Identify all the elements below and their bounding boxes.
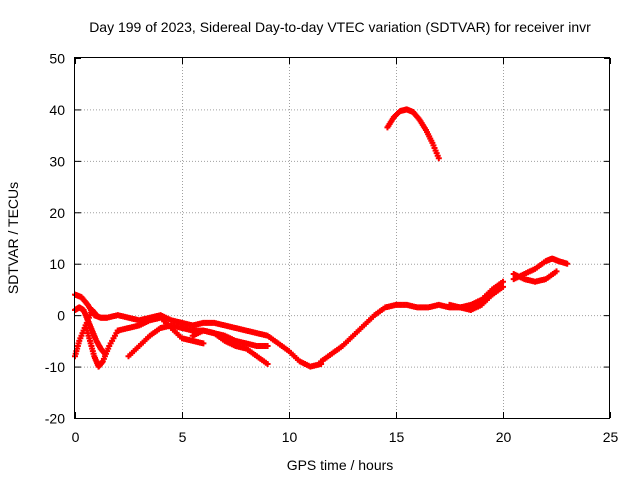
y-axis-label: SDTVAR / TECUs xyxy=(5,182,21,294)
y-tick-label-7: 50 xyxy=(49,51,65,67)
x-tick-label-3: 15 xyxy=(389,429,405,445)
series-track-l xyxy=(384,106,442,162)
data-point xyxy=(264,343,271,349)
series-track-a xyxy=(72,291,325,370)
data-points xyxy=(72,106,571,370)
x-tick-label-5: 25 xyxy=(603,429,619,445)
axis-ticks: 0 5 10 15 20 25 -20 -10 0 10 20 30 40 50 xyxy=(45,51,619,446)
x-tick-label-2: 10 xyxy=(282,429,298,445)
series-track-g xyxy=(189,327,271,367)
series-track-d xyxy=(82,322,121,370)
y-tick-label-4: 20 xyxy=(49,205,65,221)
data-point xyxy=(264,361,271,367)
data-point xyxy=(564,260,571,267)
y-tick-label-5: 30 xyxy=(49,153,65,169)
chart-title: Day 199 of 2023, Sidereal Day-to-day VTE… xyxy=(89,19,591,35)
y-tick-label-1: -10 xyxy=(45,359,65,375)
series-track-k xyxy=(510,268,560,285)
data-point xyxy=(93,312,100,319)
x-tick-label-0: 0 xyxy=(72,429,80,445)
data-point xyxy=(553,268,560,275)
plot-frame xyxy=(74,57,610,419)
grid-layer xyxy=(75,58,610,418)
x-axis-label: GPS time / hours xyxy=(287,457,394,473)
y-tick-label-0: -20 xyxy=(45,411,65,427)
series-track-h xyxy=(318,278,506,365)
data-point xyxy=(500,283,506,290)
data-point xyxy=(500,278,506,285)
data-point xyxy=(435,155,442,162)
data-point xyxy=(200,340,207,347)
y-tick-label-2: 0 xyxy=(57,308,65,324)
series-track-i xyxy=(446,283,506,313)
x-tick-label-4: 20 xyxy=(496,429,512,445)
y-tick-label-6: 40 xyxy=(49,102,65,118)
series-track-f xyxy=(114,314,207,347)
x-tick-label-1: 5 xyxy=(179,429,187,445)
y-tick-label-3: 10 xyxy=(49,256,65,272)
